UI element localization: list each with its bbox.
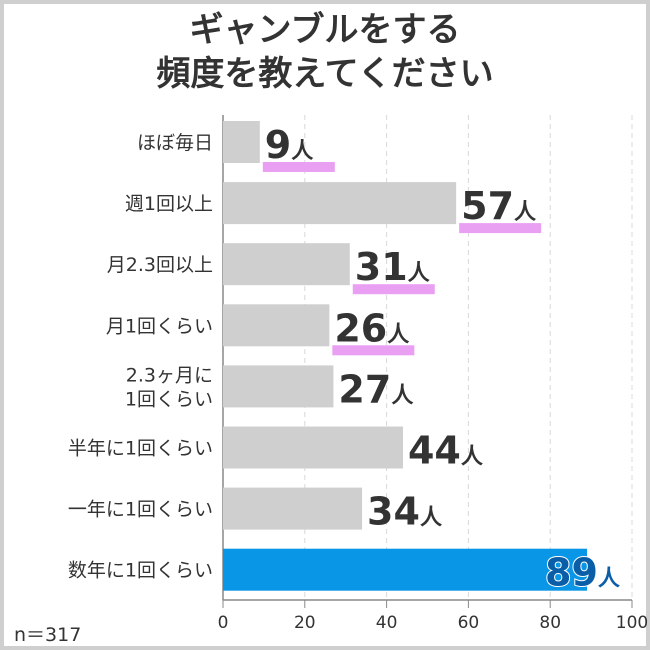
x-tick-label: 60: [458, 613, 480, 633]
value-label: 44人: [408, 429, 483, 473]
bar: [223, 304, 330, 347]
x-tick-label: 80: [539, 613, 561, 633]
category-label: 月1回くらい: [106, 315, 213, 337]
value-label: 27人: [338, 367, 413, 411]
category-label: 数年に1回くらい: [68, 560, 213, 582]
bar: [223, 548, 588, 591]
label-underline: [262, 162, 335, 172]
bar: [223, 182, 457, 225]
value-label: 9人: [265, 123, 313, 167]
title-line-1: ギャンブルをする: [189, 10, 461, 50]
category-label: 月2.3回以上: [107, 254, 213, 276]
x-tick-label: 20: [294, 613, 316, 633]
value-label: 26人: [334, 306, 409, 350]
category-label: 半年に1回くらい: [68, 438, 213, 460]
bar: [223, 243, 350, 286]
bar: [223, 426, 403, 469]
value-label: 34人: [367, 490, 442, 534]
category-label: 週1回以上: [125, 193, 213, 215]
x-tick-label: 0: [218, 613, 229, 633]
bar: [223, 365, 334, 408]
x-tick-label: 40: [376, 613, 398, 633]
value-label: 89人: [545, 551, 620, 595]
title-line-2: 頻度を教えてください: [156, 54, 494, 94]
bar: [223, 487, 363, 530]
x-tick-label: 100: [616, 613, 648, 633]
label-underline: [459, 223, 542, 234]
category-label: ほぼ毎日: [137, 132, 213, 154]
chart-title: ギャンブルをする 頻度を教えてください: [0, 8, 650, 96]
category-label: 1回くらい: [125, 388, 213, 410]
category-label: 一年に1回くらい: [68, 499, 213, 521]
label-underline: [332, 345, 415, 356]
label-underline: [352, 284, 435, 295]
bar: [223, 121, 260, 163]
value-label: 31人: [355, 245, 430, 289]
sample-size: n＝317: [14, 624, 82, 646]
value-label: 57人: [461, 184, 536, 228]
category-label: 2.3ヶ月に: [126, 364, 213, 386]
